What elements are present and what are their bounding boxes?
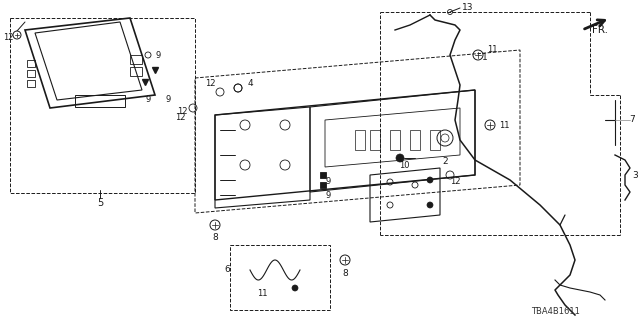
Text: 7: 7	[629, 116, 635, 124]
Text: 8: 8	[342, 268, 348, 277]
Text: 9: 9	[156, 51, 161, 60]
Text: 12: 12	[177, 108, 188, 116]
Bar	[320, 172, 326, 178]
Text: 12: 12	[450, 178, 460, 187]
Text: 4: 4	[247, 78, 253, 87]
Text: 9: 9	[165, 95, 171, 105]
Bar	[130, 67, 142, 76]
Text: 10: 10	[399, 161, 409, 170]
Bar	[370, 130, 380, 150]
Circle shape	[427, 202, 433, 208]
Text: 9: 9	[145, 95, 150, 105]
Text: TBA4B1611: TBA4B1611	[531, 308, 580, 316]
Bar	[430, 130, 440, 150]
Bar	[27, 80, 35, 87]
Text: 11: 11	[487, 45, 497, 54]
Text: 12: 12	[175, 114, 185, 123]
Text: 9: 9	[325, 178, 331, 187]
Text: 2: 2	[442, 157, 448, 166]
Circle shape	[427, 177, 433, 183]
Bar	[390, 130, 400, 150]
Bar	[75, 95, 125, 107]
Circle shape	[396, 154, 404, 162]
Text: 11: 11	[257, 289, 268, 298]
Text: 3: 3	[632, 171, 638, 180]
Bar	[355, 130, 365, 150]
Text: 12: 12	[3, 34, 13, 43]
Text: 11: 11	[499, 121, 509, 130]
Bar	[410, 130, 420, 150]
Text: 12: 12	[205, 78, 215, 87]
Circle shape	[292, 285, 298, 291]
Bar	[230, 245, 330, 310]
Text: 13: 13	[462, 4, 474, 12]
Text: 1: 1	[482, 53, 488, 62]
Text: 8: 8	[212, 234, 218, 243]
Text: 5: 5	[97, 198, 103, 208]
Text: FR.: FR.	[592, 25, 608, 35]
Bar	[27, 70, 35, 77]
Bar	[10, 18, 195, 193]
Bar	[27, 60, 35, 67]
Text: 9: 9	[325, 190, 331, 199]
Text: 6: 6	[224, 266, 230, 275]
Bar	[130, 55, 142, 64]
Bar	[320, 182, 326, 188]
